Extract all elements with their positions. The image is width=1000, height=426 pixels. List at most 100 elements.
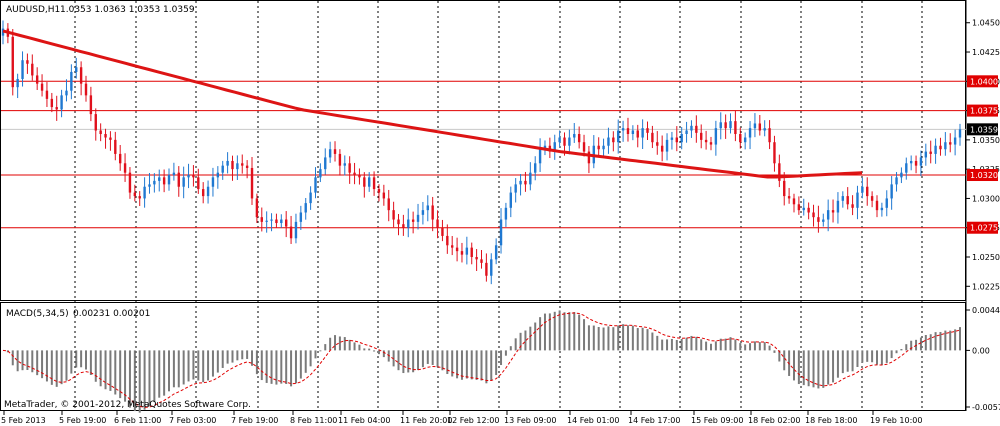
candle-body bbox=[216, 172, 220, 178]
time-tick-label: 12 Feb 12:00 bbox=[447, 416, 499, 425]
candle-body bbox=[582, 142, 586, 152]
candle bbox=[729, 113, 732, 134]
candle bbox=[621, 120, 625, 142]
candle bbox=[143, 177, 146, 208]
candle-body bbox=[94, 114, 97, 131]
candle bbox=[929, 140, 932, 164]
candle-body bbox=[641, 128, 644, 138]
candle-body bbox=[182, 177, 185, 187]
candle-body bbox=[656, 142, 659, 146]
candle-body bbox=[99, 130, 102, 135]
time-tick-label: 18 Feb 18:00 bbox=[805, 416, 857, 425]
candle bbox=[148, 172, 151, 194]
candle bbox=[265, 211, 268, 233]
candle-body bbox=[211, 177, 215, 187]
candle bbox=[709, 136, 713, 151]
candle bbox=[35, 67, 39, 90]
candle bbox=[138, 191, 141, 207]
candle-body bbox=[299, 212, 303, 222]
candle-body bbox=[797, 204, 801, 211]
candle-body bbox=[558, 137, 561, 143]
candle bbox=[485, 253, 488, 282]
candle bbox=[451, 236, 454, 256]
candle-body bbox=[490, 259, 493, 276]
time-tick-label: 5 Feb 2013 bbox=[1, 416, 46, 425]
price-axis-ticks: 1.04501.04251.04001.03751.03501.03251.03… bbox=[966, 19, 1000, 291]
candle-body bbox=[367, 177, 371, 187]
level-price-tag-label: 1.0400 bbox=[970, 77, 998, 86]
candle bbox=[836, 192, 840, 224]
candle-body bbox=[392, 210, 395, 220]
candle-body bbox=[11, 36, 14, 88]
candle-body bbox=[514, 184, 517, 193]
level-price-tag-label: 1.0375 bbox=[970, 107, 998, 116]
candle bbox=[636, 124, 639, 148]
chart-symbol-label: AUDUSD,H1 bbox=[6, 5, 60, 15]
candle bbox=[846, 187, 849, 210]
candle-body bbox=[631, 130, 635, 135]
candle-body bbox=[226, 160, 229, 166]
candle bbox=[201, 182, 205, 204]
candle-body bbox=[529, 172, 532, 185]
candle-body bbox=[748, 128, 752, 138]
candle bbox=[866, 177, 869, 206]
candle bbox=[509, 186, 512, 218]
candle bbox=[787, 187, 791, 204]
candle-body bbox=[568, 137, 571, 146]
price-tick-label: 1.0300 bbox=[972, 194, 1000, 203]
candle bbox=[851, 195, 854, 216]
candle-body bbox=[118, 153, 122, 164]
candle bbox=[548, 137, 552, 159]
candle bbox=[494, 238, 498, 265]
candle-body bbox=[787, 196, 791, 199]
candle bbox=[685, 121, 688, 143]
candle-body bbox=[333, 149, 337, 154]
candle bbox=[597, 137, 600, 156]
candle-body bbox=[411, 219, 415, 222]
candle-body bbox=[289, 226, 293, 239]
candle bbox=[480, 250, 483, 269]
candle bbox=[665, 133, 669, 161]
candle bbox=[607, 127, 610, 154]
candle-body bbox=[128, 172, 132, 193]
candle-body bbox=[807, 207, 810, 213]
candle-body bbox=[783, 180, 786, 197]
price-tick-label: 1.0350 bbox=[972, 136, 1000, 145]
candle-body bbox=[485, 262, 488, 276]
level-price-tag bbox=[967, 104, 998, 117]
candle-body bbox=[79, 67, 83, 84]
candle bbox=[499, 208, 503, 254]
candle bbox=[280, 214, 283, 228]
candle-body bbox=[919, 157, 923, 166]
candle bbox=[353, 162, 356, 185]
candle-body bbox=[421, 210, 425, 215]
candle-body bbox=[695, 125, 698, 133]
candle bbox=[949, 133, 952, 153]
candle-body bbox=[939, 145, 942, 150]
candle-body bbox=[768, 128, 771, 143]
candle-body bbox=[499, 219, 503, 246]
candle bbox=[260, 207, 263, 232]
time-tick-label: 7 Feb 03:00 bbox=[169, 416, 216, 425]
macd-tick-label: -0.00579 bbox=[972, 403, 1000, 412]
candle-body bbox=[861, 186, 864, 193]
candle bbox=[758, 114, 762, 136]
candle bbox=[617, 119, 620, 154]
candle-body bbox=[309, 192, 312, 204]
time-tick-label: 19 Feb 10:00 bbox=[870, 416, 922, 425]
candle-body bbox=[280, 219, 283, 224]
candle-body bbox=[905, 163, 908, 173]
candle bbox=[875, 195, 879, 218]
candle bbox=[895, 172, 898, 192]
candle bbox=[812, 204, 815, 227]
moving-average-layer bbox=[2, 29, 863, 179]
candle bbox=[631, 125, 635, 141]
candle-body bbox=[685, 130, 688, 135]
candle-body bbox=[665, 139, 669, 152]
candle-body bbox=[372, 177, 376, 190]
candle bbox=[79, 61, 83, 96]
candle-body bbox=[358, 175, 361, 178]
candle-body bbox=[953, 137, 957, 145]
candle-body bbox=[451, 245, 454, 248]
